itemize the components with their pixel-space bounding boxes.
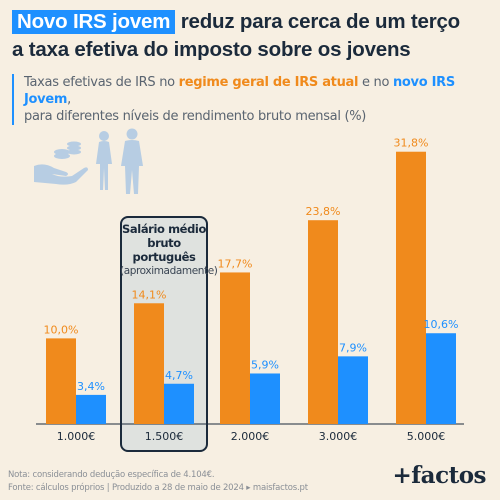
subtitle-text-1: Taxas efetivas de IRS no xyxy=(24,75,179,90)
salary-label-line3: (aproximadamente) xyxy=(120,265,218,277)
value-label-regime-geral-2: 14,1% xyxy=(132,288,167,301)
bar-irs-jovem-1 xyxy=(76,394,106,424)
footnote: Nota: considerando dedução específica de… xyxy=(8,470,215,480)
source-line: Fonte: cálculos próprios | Produzido a 2… xyxy=(8,483,308,493)
salary-label-line2: bruto português xyxy=(132,236,196,264)
legend-irs-jovem: novo IRS Jovem xyxy=(24,75,455,107)
value-label-regime-geral-3: 17,7% xyxy=(218,257,253,270)
chart-subtitle: Taxas efetivas de IRS no regime geral de… xyxy=(12,74,494,125)
bar-regime-geral-4 xyxy=(308,220,338,424)
value-label-regime-geral-1: 10,0% xyxy=(44,323,79,336)
bar-regime-geral-2 xyxy=(134,303,164,424)
bar-regime-geral-5 xyxy=(396,151,426,424)
young-people-illustration xyxy=(34,128,143,194)
category-label-2: 1.500€ xyxy=(145,430,184,443)
bar-irs-jovem-5 xyxy=(426,333,456,424)
title-rest: reduz para cerca de um terço xyxy=(175,10,460,33)
category-label-1: 1.000€ xyxy=(57,430,96,443)
salary-label-line1: Salário médio xyxy=(122,222,206,236)
bar-regime-geral-3 xyxy=(220,272,250,424)
man-silhouette-icon xyxy=(121,128,143,194)
woman-silhouette-icon xyxy=(96,131,112,190)
category-label-3: 2.000€ xyxy=(231,430,270,443)
value-label-regime-geral-4: 23,8% xyxy=(306,205,341,218)
bar-regime-geral-1 xyxy=(46,338,76,424)
chart-title: Novo IRS jovem reduz para cerca de um te… xyxy=(12,8,492,64)
value-label-irs-jovem-5: 10,6% xyxy=(424,318,459,331)
title-line2: a taxa efetiva do imposto sobre os joven… xyxy=(12,38,411,61)
subtitle-text-2: e no xyxy=(358,75,393,90)
category-label-4: 3.000€ xyxy=(319,430,358,443)
maisfactos-logo: +factos xyxy=(392,462,487,489)
value-label-irs-jovem-4: 7,9% xyxy=(339,341,367,354)
average-salary-label: Salário médio bruto português (aproximad… xyxy=(120,222,218,278)
value-label-irs-jovem-3: 5,9% xyxy=(251,358,279,371)
subtitle-text-3: , xyxy=(67,92,71,107)
bar-irs-jovem-3 xyxy=(250,373,280,424)
value-label-irs-jovem-1: 3,4% xyxy=(77,380,105,393)
bar-irs-jovem-4 xyxy=(338,356,368,424)
title-highlight: Novo IRS jovem xyxy=(12,10,176,34)
category-label-5: 5.000€ xyxy=(407,430,446,443)
bar-irs-jovem-2 xyxy=(164,383,194,424)
hand-coins-icon xyxy=(34,141,88,185)
value-label-regime-geral-5: 31,8% xyxy=(394,137,429,150)
value-label-irs-jovem-2: 4,7% xyxy=(165,369,193,382)
legend-regime-geral: regime geral de IRS atual xyxy=(178,75,359,90)
subtitle-line2: para diferentes níveis de rendimento bru… xyxy=(24,109,367,124)
